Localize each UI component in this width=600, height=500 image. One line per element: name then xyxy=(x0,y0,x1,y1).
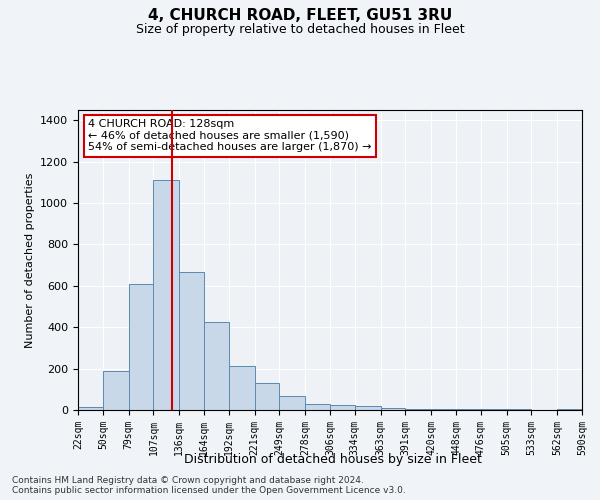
Bar xyxy=(179,272,204,410)
Y-axis label: Number of detached properties: Number of detached properties xyxy=(25,172,35,348)
Text: 4 CHURCH ROAD: 128sqm
← 46% of detached houses are smaller (1,590)
54% of semi-d: 4 CHURCH ROAD: 128sqm ← 46% of detached … xyxy=(88,119,371,152)
Bar xyxy=(330,405,355,410)
Bar xyxy=(78,407,103,410)
Bar xyxy=(204,322,229,410)
Bar xyxy=(128,284,154,410)
Bar xyxy=(431,409,456,410)
Bar xyxy=(380,408,406,410)
Bar xyxy=(154,180,179,410)
Text: Distribution of detached houses by size in Fleet: Distribution of detached houses by size … xyxy=(184,452,482,466)
Text: 4, CHURCH ROAD, FLEET, GU51 3RU: 4, CHURCH ROAD, FLEET, GU51 3RU xyxy=(148,8,452,22)
Bar xyxy=(103,370,128,410)
Bar xyxy=(355,406,380,410)
Text: Size of property relative to detached houses in Fleet: Size of property relative to detached ho… xyxy=(136,22,464,36)
Bar xyxy=(305,404,330,410)
Bar xyxy=(229,366,254,410)
Bar xyxy=(254,383,280,410)
Text: Contains HM Land Registry data © Crown copyright and database right 2024.
Contai: Contains HM Land Registry data © Crown c… xyxy=(12,476,406,495)
Bar xyxy=(406,409,431,410)
Bar xyxy=(280,396,305,410)
